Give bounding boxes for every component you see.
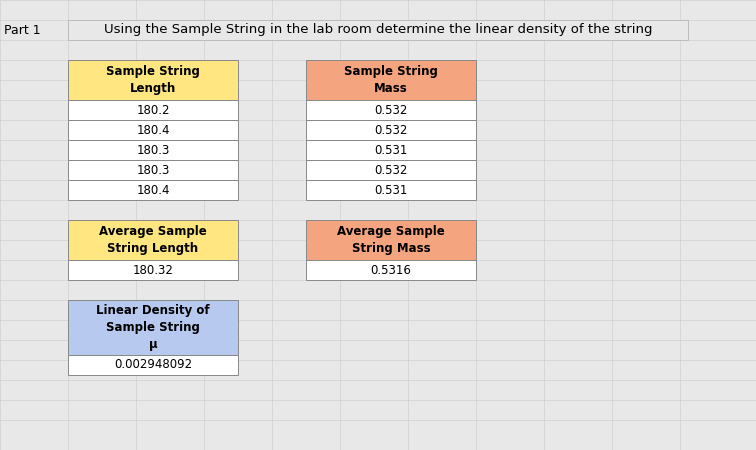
Text: 180.3: 180.3 — [136, 144, 169, 157]
Text: 0.002948092: 0.002948092 — [114, 359, 192, 372]
FancyBboxPatch shape — [68, 220, 238, 260]
FancyBboxPatch shape — [68, 140, 238, 160]
FancyBboxPatch shape — [68, 300, 238, 355]
Text: 180.32: 180.32 — [132, 264, 173, 276]
FancyBboxPatch shape — [68, 160, 238, 180]
Text: 0.531: 0.531 — [374, 144, 407, 157]
Text: 0.532: 0.532 — [374, 163, 407, 176]
Text: Sample String
Mass: Sample String Mass — [344, 65, 438, 95]
FancyBboxPatch shape — [68, 60, 238, 100]
Text: 180.3: 180.3 — [136, 163, 169, 176]
FancyBboxPatch shape — [306, 260, 476, 280]
Text: Linear Density of
Sample String
μ: Linear Density of Sample String μ — [96, 304, 210, 351]
Text: 0.532: 0.532 — [374, 104, 407, 117]
FancyBboxPatch shape — [68, 20, 688, 40]
FancyBboxPatch shape — [68, 355, 238, 375]
FancyBboxPatch shape — [306, 60, 476, 100]
Text: Average Sample
String Mass: Average Sample String Mass — [337, 225, 445, 255]
Text: 0.531: 0.531 — [374, 184, 407, 197]
Text: 180.4: 180.4 — [136, 184, 170, 197]
Text: Sample String
Length: Sample String Length — [106, 65, 200, 95]
Text: Average Sample
String Length: Average Sample String Length — [99, 225, 207, 255]
FancyBboxPatch shape — [68, 120, 238, 140]
Text: 180.4: 180.4 — [136, 123, 170, 136]
FancyBboxPatch shape — [306, 140, 476, 160]
FancyBboxPatch shape — [306, 120, 476, 140]
FancyBboxPatch shape — [306, 180, 476, 200]
Text: 180.2: 180.2 — [136, 104, 170, 117]
Text: Part 1: Part 1 — [4, 23, 41, 36]
Text: 0.5316: 0.5316 — [370, 264, 411, 276]
FancyBboxPatch shape — [306, 100, 476, 120]
FancyBboxPatch shape — [68, 180, 238, 200]
Text: Using the Sample String in the lab room determine the linear density of the stri: Using the Sample String in the lab room … — [104, 23, 652, 36]
FancyBboxPatch shape — [306, 220, 476, 260]
FancyBboxPatch shape — [68, 260, 238, 280]
FancyBboxPatch shape — [306, 160, 476, 180]
Text: 0.532: 0.532 — [374, 123, 407, 136]
FancyBboxPatch shape — [68, 100, 238, 120]
